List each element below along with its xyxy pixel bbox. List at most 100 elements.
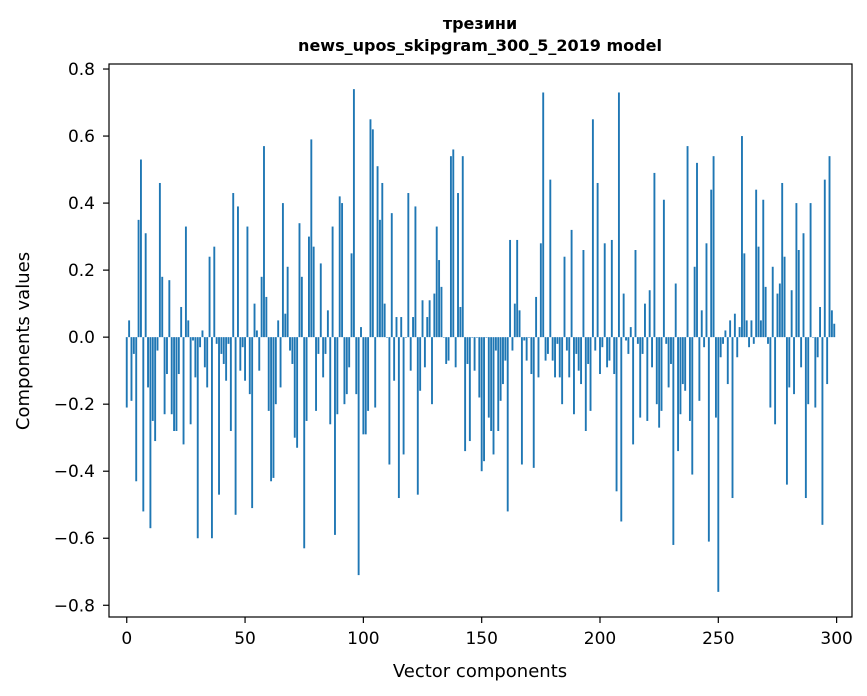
bar	[348, 337, 351, 368]
bar	[151, 337, 154, 421]
bar	[182, 337, 185, 445]
x-tick-label: 0	[121, 629, 132, 649]
bar	[797, 250, 800, 338]
bar	[573, 337, 575, 415]
bar	[215, 337, 218, 344]
bar	[360, 327, 362, 338]
bar	[175, 337, 178, 431]
bar	[132, 337, 135, 354]
bar	[142, 337, 145, 512]
bars-group	[125, 89, 836, 592]
bar	[452, 149, 455, 338]
bar	[362, 337, 365, 435]
bar	[184, 226, 187, 338]
bar	[513, 303, 516, 338]
bar	[128, 320, 131, 338]
bar	[776, 293, 779, 338]
bar	[296, 337, 299, 448]
bar	[445, 337, 448, 364]
bar	[246, 226, 249, 338]
bar	[617, 92, 620, 338]
bar	[738, 327, 741, 338]
bar	[315, 337, 317, 411]
bar	[819, 306, 821, 338]
bar	[170, 337, 173, 415]
bar	[156, 337, 159, 351]
bar	[587, 337, 590, 364]
bar	[537, 337, 540, 378]
bar	[308, 236, 310, 338]
bar	[319, 263, 322, 338]
x-tick-label: 250	[702, 629, 734, 649]
bar	[381, 182, 384, 338]
x-tick-label: 300	[820, 629, 852, 649]
bar	[580, 337, 583, 385]
bar	[220, 337, 223, 354]
bar	[719, 337, 722, 358]
bar	[414, 206, 417, 338]
bar	[655, 337, 658, 405]
bar	[487, 337, 490, 418]
bar	[684, 337, 687, 391]
bar	[532, 337, 535, 468]
bar	[523, 337, 526, 341]
bar	[232, 193, 235, 338]
bar	[591, 119, 594, 338]
bar	[608, 337, 611, 361]
bar	[480, 337, 483, 472]
y-tick-label: 0.4	[68, 194, 95, 214]
x-axis-ticks: 0 50 100 150 200 250 300	[121, 617, 853, 649]
bar	[520, 337, 523, 465]
bar	[338, 196, 341, 338]
bar	[757, 246, 760, 338]
bar	[703, 337, 706, 348]
bar	[788, 337, 791, 388]
bar	[454, 337, 457, 368]
bar	[733, 313, 736, 338]
bar	[300, 276, 303, 338]
bar	[807, 337, 810, 405]
bar	[731, 337, 734, 499]
bar	[293, 337, 296, 438]
bar	[326, 310, 329, 338]
bar	[804, 337, 807, 499]
bar	[421, 300, 424, 338]
bar	[606, 337, 609, 368]
bar	[149, 337, 152, 529]
bar	[625, 337, 627, 341]
bar	[322, 337, 325, 378]
bar	[154, 337, 157, 442]
bar	[641, 337, 644, 354]
bar	[180, 306, 183, 338]
bar	[140, 159, 142, 338]
bar	[781, 182, 784, 338]
bar	[222, 337, 225, 364]
y-tick-label: −0.6	[54, 529, 95, 549]
bar	[440, 286, 443, 338]
bar	[743, 253, 746, 338]
bar	[554, 337, 556, 378]
bar	[594, 337, 597, 351]
bar	[748, 337, 751, 348]
bar	[693, 266, 696, 338]
bar	[714, 337, 717, 418]
bar	[163, 337, 166, 415]
bar	[364, 337, 367, 435]
bar	[677, 337, 680, 452]
bar	[251, 337, 254, 509]
bar	[263, 146, 265, 338]
bar	[752, 337, 755, 344]
bar	[255, 330, 258, 338]
bar	[660, 337, 663, 411]
bar	[790, 290, 793, 338]
bar	[575, 337, 578, 354]
bar	[331, 226, 334, 338]
y-tick-label: 0.8	[68, 60, 95, 80]
bar	[395, 317, 398, 338]
bar	[809, 203, 812, 338]
bar	[610, 239, 613, 338]
bar	[599, 337, 601, 375]
bar	[158, 182, 161, 338]
bar	[168, 280, 171, 338]
bar	[260, 276, 263, 338]
